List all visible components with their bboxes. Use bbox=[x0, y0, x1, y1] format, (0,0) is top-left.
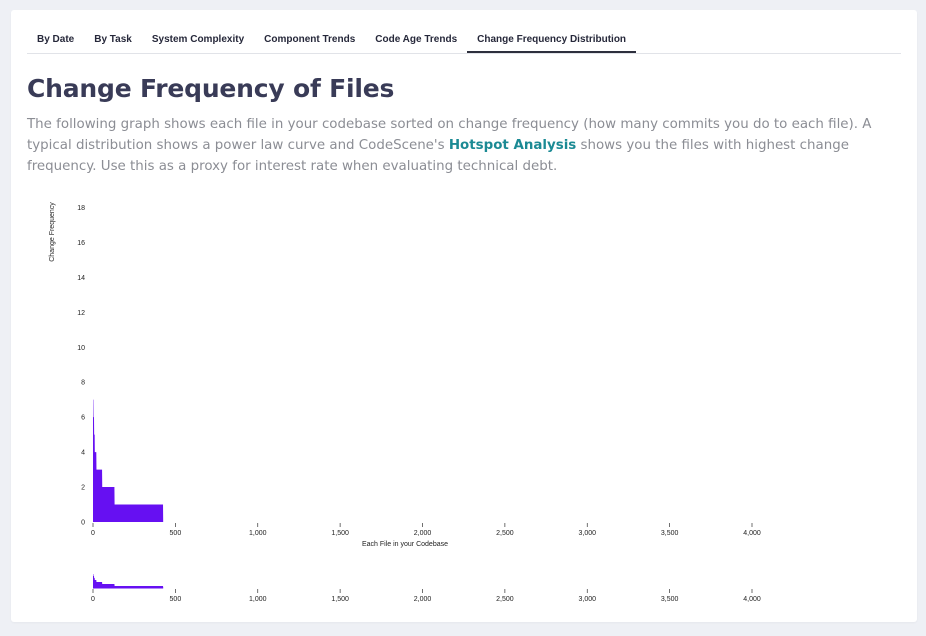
page-title: Change Frequency of Files bbox=[27, 74, 395, 103]
y-tick-label: 2 bbox=[81, 485, 85, 492]
overview-x-tick-label: 2,500 bbox=[496, 596, 514, 603]
tab-by-date[interactable]: By Date bbox=[37, 34, 75, 45]
tab-system-complexity[interactable]: System Complexity bbox=[151, 34, 245, 45]
y-tick-label: 8 bbox=[81, 380, 85, 387]
change-frequency-chart: Change Frequency Each File in your Codeb… bbox=[49, 202, 761, 603]
page-description: The following graph shows each file in y… bbox=[27, 114, 897, 177]
y-tick-label: 4 bbox=[81, 450, 85, 457]
x-tick-label: 4,000 bbox=[743, 530, 761, 537]
x-tick-label: 3,500 bbox=[661, 530, 679, 537]
y-axis: 0 2 4 6 8 10 12 14 16 18 bbox=[77, 205, 85, 527]
y-tick-label: 0 bbox=[81, 520, 85, 527]
overview-x-tick-label: 1,000 bbox=[249, 596, 267, 603]
overview-x-axis: 0 500 1,000 1,500 2,000 2,500 3,000 3,500 4,000 bbox=[91, 587, 761, 603]
overview-x-tick-label: 4,000 bbox=[743, 596, 761, 603]
tab-code-age-trends[interactable]: Code Age Trends bbox=[375, 34, 458, 45]
y-tick-label: 6 bbox=[81, 415, 85, 422]
y-tick-label: 18 bbox=[77, 205, 85, 212]
y-tick-label: 12 bbox=[77, 310, 85, 317]
x-tick-label: 1,500 bbox=[331, 530, 349, 537]
description-text-start: The following graph shows each file in y… bbox=[27, 117, 872, 153]
tab-change-frequency-distribution[interactable]: Change Frequency Distribution bbox=[467, 30, 637, 53]
x-axis-label: Each File in your Codebase bbox=[362, 541, 448, 548]
x-tick-label: 1,000 bbox=[249, 530, 267, 537]
overview-brush-chart[interactable]: 0 500 1,000 1,500 2,000 2,500 3,000 3,500 4,000 bbox=[91, 574, 761, 603]
tab-by-task[interactable]: By Task bbox=[94, 34, 132, 45]
overview-x-tick-label: 3,500 bbox=[661, 596, 679, 603]
x-tick-label: 500 bbox=[170, 530, 182, 537]
overview-x-tick-label: 2,000 bbox=[414, 596, 432, 603]
y-tick-label: 14 bbox=[77, 275, 85, 282]
x-axis: 0 500 1,000 1,500 2,000 2,500 3,000 3,500 4,000 bbox=[91, 523, 761, 537]
content-card: By Date By Task System Complexity Compon… bbox=[11, 10, 917, 622]
x-tick-label: 3,000 bbox=[578, 530, 596, 537]
description-text-end: shows you the files with highest change … bbox=[27, 138, 849, 174]
overview-x-tick-label: 3,000 bbox=[578, 596, 596, 603]
x-tick-label: 0 bbox=[91, 530, 95, 537]
overview-x-tick-label: 500 bbox=[170, 596, 182, 603]
tab-component-trends[interactable]: Component Trends bbox=[264, 34, 356, 45]
overview-x-tick-label: 0 bbox=[91, 596, 95, 603]
hotspot-analysis-link[interactable]: Hotspot Analysis bbox=[448, 138, 577, 153]
y-tick-label: 10 bbox=[77, 345, 85, 352]
y-tick-label: 16 bbox=[77, 240, 85, 247]
change-frequency-area bbox=[93, 399, 164, 522]
x-tick-label: 2,000 bbox=[414, 530, 432, 537]
tab-bar: By Date By Task System Complexity Compon… bbox=[27, 30, 901, 54]
overview-area bbox=[93, 574, 164, 588]
overview-x-tick-label: 1,500 bbox=[331, 596, 349, 603]
x-tick-label: 2,500 bbox=[496, 530, 514, 537]
y-axis-label: Change Frequency bbox=[49, 202, 56, 262]
